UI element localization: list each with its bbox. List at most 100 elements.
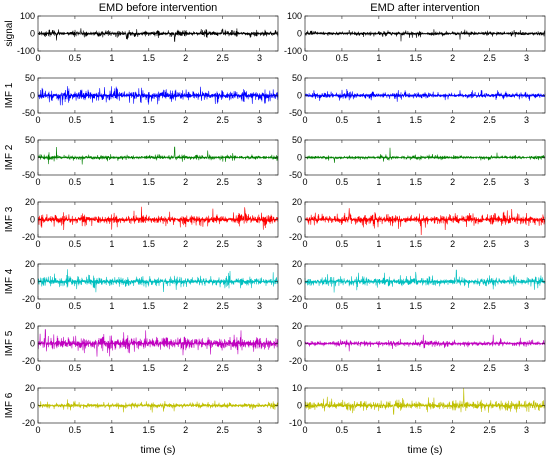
- y-tick-label: 0: [30, 153, 35, 163]
- y-tick-label: 20: [292, 321, 302, 331]
- x-tick-label: 0.5: [69, 301, 82, 311]
- x-tick-label: 2.5: [483, 239, 496, 249]
- panel-2-5: 200-200 0.5 1 1.5 2 2.5 3: [289, 259, 546, 311]
- x-tick-label: 2: [183, 425, 188, 435]
- x-tick-label: 0.5: [69, 53, 82, 63]
- x-tick-label: 0: [35, 301, 40, 311]
- x-tick-label: 1: [376, 239, 381, 249]
- x-tick-label: 2.5: [483, 53, 496, 63]
- panel-2-4: 200-200 0.5 1 1.5 2 2.5 3: [289, 197, 546, 249]
- x-tick-label: 0.5: [69, 177, 82, 187]
- x-axis-label: time (s): [408, 444, 443, 456]
- y-tick-label: -100: [17, 46, 35, 56]
- x-tick-label: 1.5: [410, 239, 423, 249]
- x-tick-label: 0.5: [69, 363, 82, 373]
- series-line: [304, 147, 546, 163]
- x-tick-label: 1: [376, 53, 381, 63]
- x-tick-label: 3: [524, 177, 529, 187]
- y-tick-label: 50: [292, 73, 302, 83]
- x-tick-label: 2: [450, 177, 455, 187]
- x-tick-label: 2.5: [216, 177, 229, 187]
- x-tick-label: 2: [450, 53, 455, 63]
- x-tick-label: 3: [524, 53, 529, 63]
- y-tick-label: 0: [297, 29, 302, 39]
- x-tick-label: 0.5: [69, 239, 82, 249]
- y-tick-label: 0: [297, 401, 302, 411]
- x-tick-label: 0.5: [336, 115, 349, 125]
- x-tick-label: 0.5: [336, 53, 349, 63]
- y-tick-label: 0: [30, 91, 35, 101]
- x-tick-label: 1: [376, 301, 381, 311]
- x-tick-label: 1: [109, 239, 114, 249]
- x-tick-label: 2: [450, 239, 455, 249]
- x-tick-label: 0.5: [336, 239, 349, 249]
- series-line: [304, 208, 546, 236]
- x-tick-label: 1: [376, 115, 381, 125]
- x-tick-label: 0: [35, 177, 40, 187]
- panel-2-2: 500-500 0.5 1 1.5 2 2.5 3: [289, 73, 546, 125]
- y-tick-label: 100: [20, 11, 35, 21]
- series-line: [304, 387, 546, 415]
- x-tick-label: 2.5: [216, 425, 229, 435]
- x-tick-label: 1.5: [143, 363, 156, 373]
- y-tick-label: 0: [297, 215, 302, 225]
- x-tick-label: 0.5: [336, 301, 349, 311]
- x-tick-label: 2: [183, 177, 188, 187]
- y-tick-label: 0: [297, 91, 302, 101]
- y-axis-label: IMF 5: [4, 330, 15, 356]
- x-tick-label: 0: [302, 301, 307, 311]
- x-tick-label: 0: [302, 239, 307, 249]
- x-tick-label: 2: [450, 363, 455, 373]
- series-line: [304, 29, 546, 42]
- series-line: [37, 269, 279, 293]
- y-tick-label: 20: [25, 259, 35, 269]
- x-tick-label: 3: [524, 239, 529, 249]
- x-tick-label: 0: [302, 425, 307, 435]
- y-tick-label: 50: [25, 73, 35, 83]
- x-tick-label: 2: [183, 363, 188, 373]
- x-tick-label: 1.5: [143, 53, 156, 63]
- y-tick-label: -100: [284, 46, 302, 56]
- x-tick-label: 1.5: [410, 425, 423, 435]
- panel-2-6: 200-200 0.5 1 1.5 2 2.5 3: [289, 321, 546, 373]
- y-tick-label: 20: [25, 197, 35, 207]
- y-tick-label: 100: [287, 11, 302, 21]
- y-tick-label: 10: [292, 383, 302, 393]
- x-tick-label: 1.5: [410, 363, 423, 373]
- panel-2-7: 100-100 0.5 1 1.5 2 2.5 3: [289, 383, 546, 435]
- x-tick-label: 3: [257, 115, 262, 125]
- x-tick-label: 2: [183, 53, 188, 63]
- x-tick-label: 0.5: [69, 425, 82, 435]
- y-tick-label: 20: [292, 259, 302, 269]
- chart-title: EMD after intervention: [370, 2, 479, 14]
- y-tick-label: -50: [22, 108, 35, 118]
- x-tick-label: 2.5: [483, 115, 496, 125]
- y-tick-label: 20: [292, 197, 302, 207]
- x-tick-label: 3: [524, 425, 529, 435]
- y-tick-label: 0: [297, 277, 302, 287]
- x-tick-label: 0.5: [336, 425, 349, 435]
- x-tick-label: 0: [35, 239, 40, 249]
- x-tick-label: 1.5: [143, 115, 156, 125]
- y-axis-label: signal: [4, 20, 15, 46]
- x-tick-label: 0: [35, 363, 40, 373]
- x-tick-label: 0: [302, 53, 307, 63]
- x-tick-label: 0.5: [336, 177, 349, 187]
- series-line: [304, 88, 546, 102]
- x-tick-label: 1.5: [143, 177, 156, 187]
- x-tick-label: 2.5: [483, 363, 496, 373]
- y-tick-label: 0: [30, 401, 35, 411]
- y-tick-label: -50: [22, 170, 35, 180]
- x-tick-label: 1.5: [410, 177, 423, 187]
- chart-title: EMD before intervention: [99, 2, 218, 14]
- x-tick-label: 3: [257, 425, 262, 435]
- x-tick-label: 2.5: [483, 301, 496, 311]
- y-tick-label: 20: [25, 321, 35, 331]
- y-tick-label: -20: [22, 356, 35, 366]
